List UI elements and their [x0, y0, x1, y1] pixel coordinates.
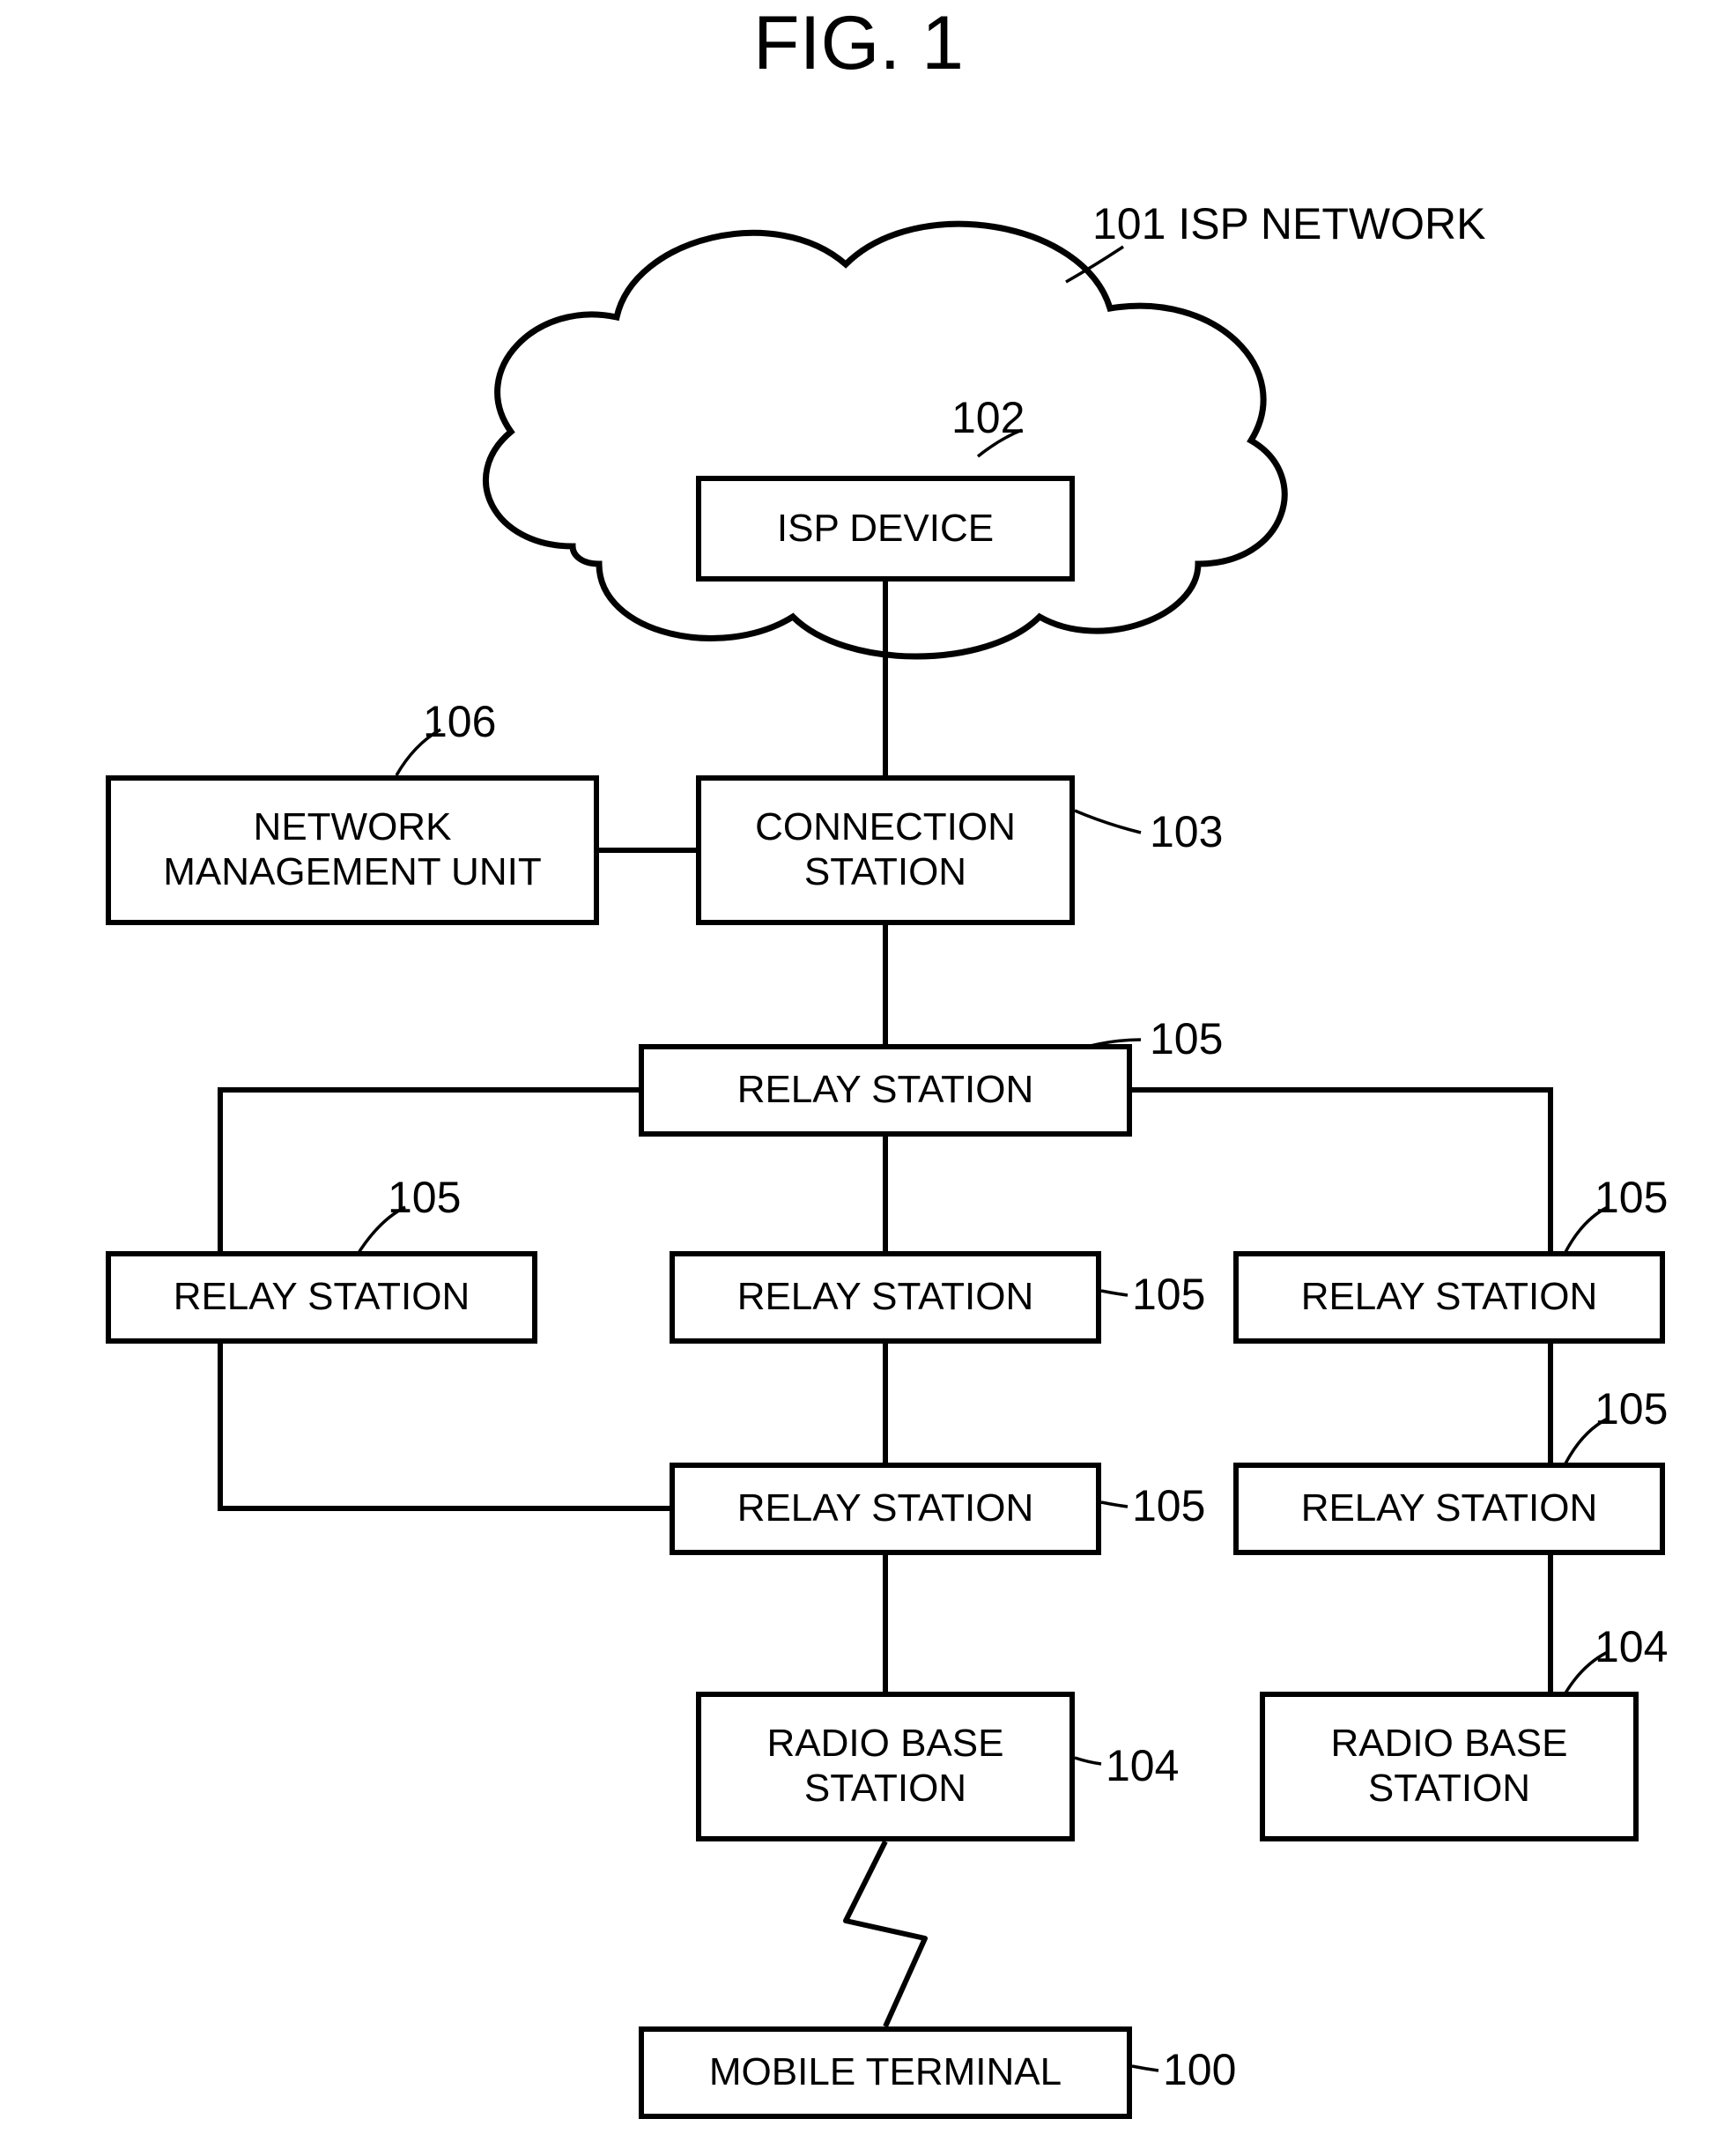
- node-radio-base-mid: RADIO BASE STATION: [696, 1692, 1075, 1841]
- node-relay-top: RELAY STATION: [639, 1044, 1132, 1137]
- ref-104-mid: 104: [1106, 1740, 1179, 1791]
- node-relay-right2: RELAY STATION: [1233, 1463, 1665, 1555]
- node-radio-base-right: RADIO BASE STATION: [1260, 1692, 1639, 1841]
- ref-103: 103: [1150, 806, 1223, 857]
- ref-105-mid2: 105: [1132, 1480, 1205, 1531]
- node-relay-left: RELAY STATION: [106, 1251, 537, 1344]
- ref-105-right: 105: [1595, 1172, 1668, 1223]
- node-relay-right: RELAY STATION: [1233, 1251, 1665, 1344]
- node-network-management-unit: NETWORK MANAGEMENT UNIT: [106, 775, 599, 925]
- wireless-link-icon: [846, 1841, 925, 2026]
- node-isp-device: ISP DEVICE: [696, 476, 1075, 582]
- ref-105-right2: 105: [1595, 1383, 1668, 1434]
- ref-101: 101 ISP NETWORK: [1092, 198, 1485, 249]
- node-mobile-terminal: MOBILE TERMINAL: [639, 2026, 1132, 2119]
- node-relay-mid: RELAY STATION: [670, 1251, 1101, 1344]
- ref-100: 100: [1163, 2044, 1236, 2095]
- figure-title: FIG. 1: [0, 0, 1717, 87]
- ref-104-right: 104: [1595, 1621, 1668, 1672]
- ref-105-top: 105: [1150, 1013, 1223, 1064]
- node-connection-station: CONNECTION STATION: [696, 775, 1075, 925]
- diagram-canvas: FIG. 1: [0, 0, 1717, 2156]
- ref-105-mid: 105: [1132, 1269, 1205, 1320]
- ref-102: 102: [951, 392, 1025, 443]
- node-relay-mid2: RELAY STATION: [670, 1463, 1101, 1555]
- cloud-isp-network: [485, 224, 1284, 656]
- ref-106: 106: [423, 696, 496, 747]
- ref-105-left: 105: [388, 1172, 461, 1223]
